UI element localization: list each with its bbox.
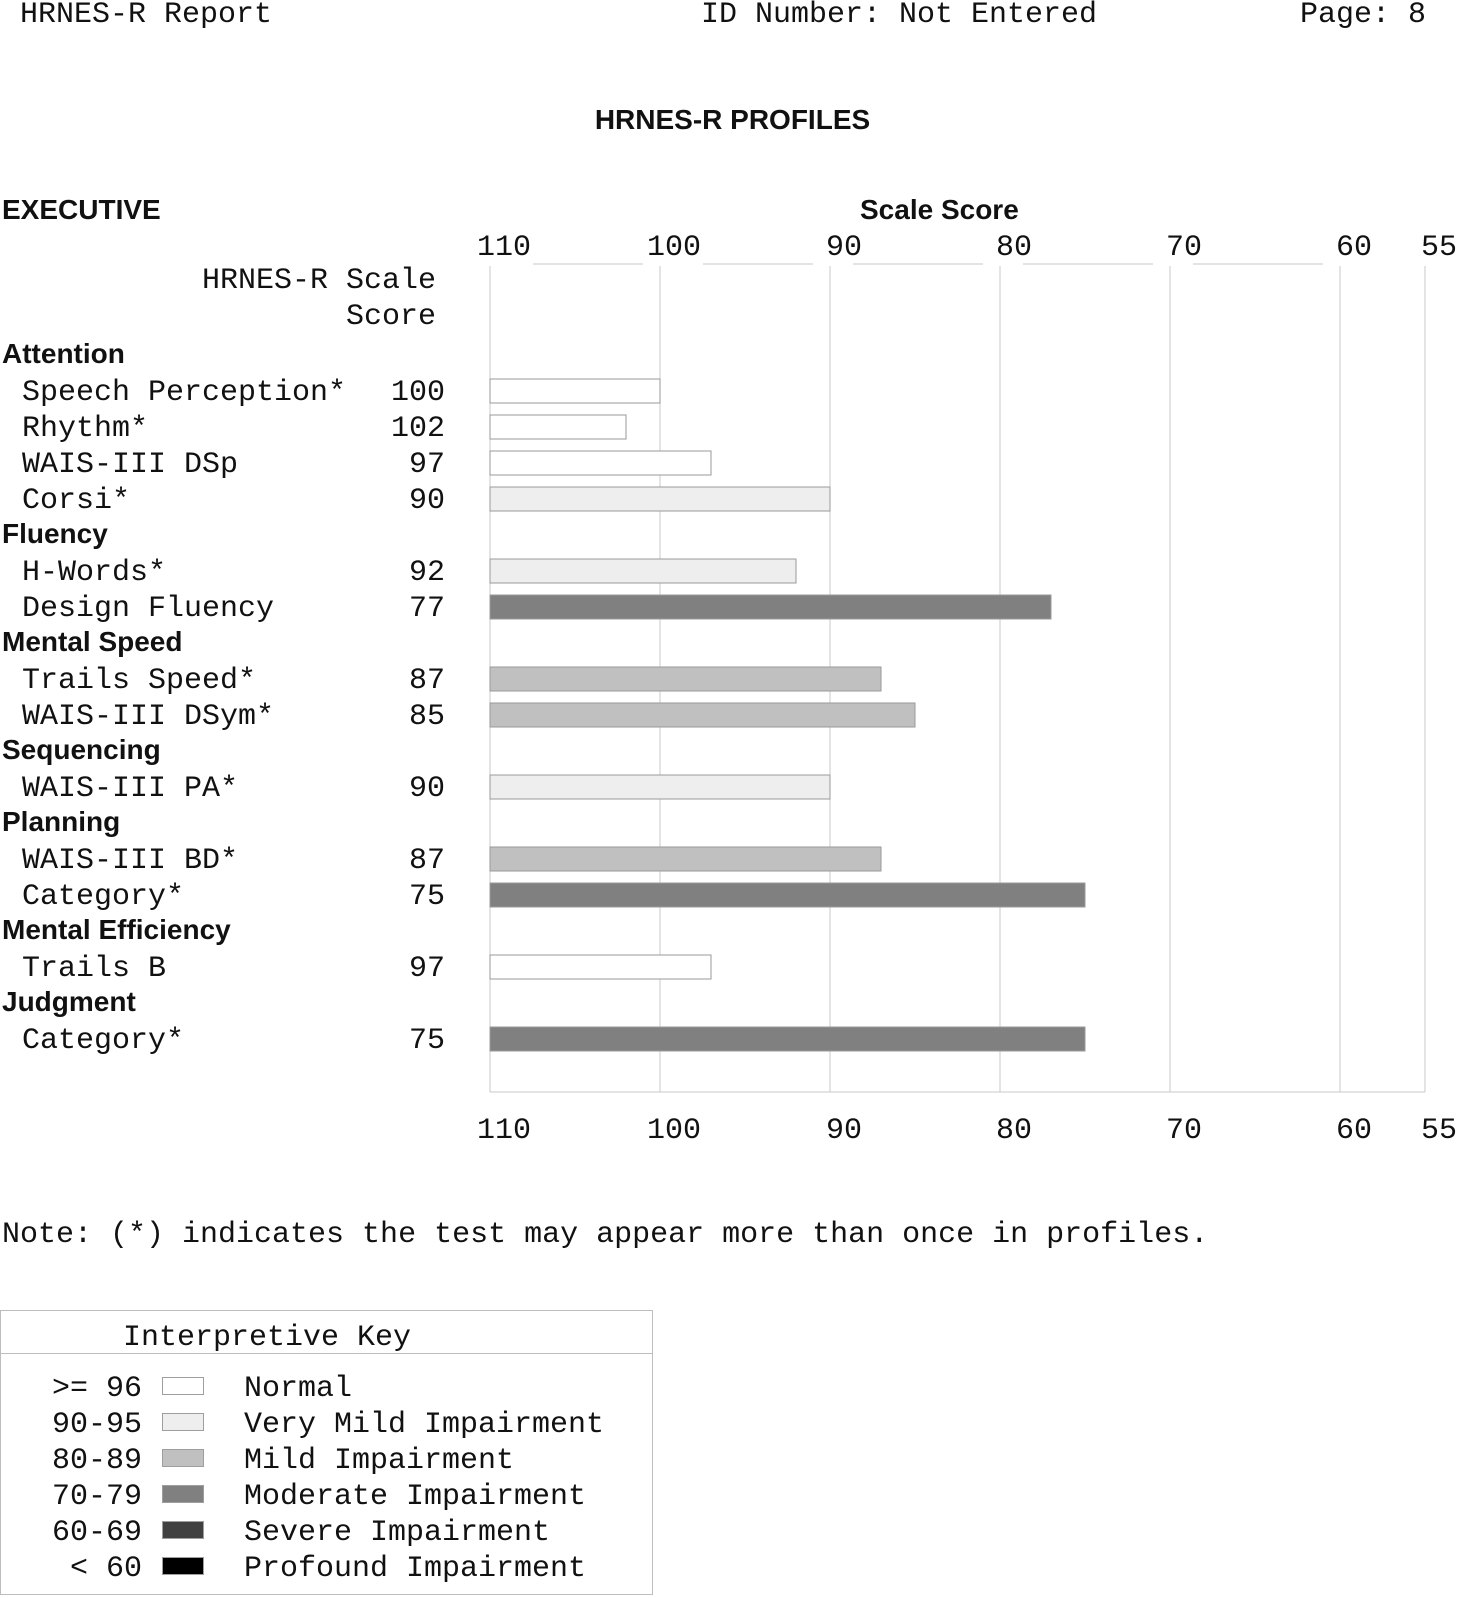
row-value: 77 xyxy=(408,592,445,626)
key-label: Very Mild Impairment xyxy=(244,1408,605,1442)
bar xyxy=(489,378,661,404)
row-label: H-Words* xyxy=(22,556,167,590)
page-title: HRNES-R PROFILES xyxy=(594,104,871,135)
key-range: 60-69 xyxy=(51,1516,142,1550)
row-label: Design Fluency xyxy=(22,592,275,626)
key-range: < 60 xyxy=(69,1552,142,1586)
bar xyxy=(489,558,797,584)
row-label: Rhythm* xyxy=(22,412,149,446)
key-label: Severe Impairment xyxy=(244,1516,551,1550)
tick-label-top-60: 60 xyxy=(1336,231,1372,265)
bars xyxy=(489,378,1086,1052)
key-swatch xyxy=(162,1521,204,1539)
bar xyxy=(489,954,712,980)
row-value: 102 xyxy=(390,412,445,446)
row-value: 87 xyxy=(408,664,445,698)
bar xyxy=(489,882,1086,908)
bar xyxy=(489,486,831,512)
row-value: 97 xyxy=(408,448,445,482)
key-range: 90-95 xyxy=(51,1408,142,1442)
tick-label-bottom-80: 80 xyxy=(996,1114,1032,1148)
group-label: Judgment xyxy=(2,986,136,1017)
key-label: Mild Impairment xyxy=(244,1444,515,1478)
key-swatch xyxy=(162,1377,204,1395)
row-label: WAIS-III BD* xyxy=(22,844,239,878)
row-value: 97 xyxy=(408,952,445,986)
tick-label-top-110: 110 xyxy=(477,231,531,265)
tick-label-bottom-100: 100 xyxy=(647,1114,701,1148)
bar xyxy=(489,1026,1086,1052)
tick-label-top-70: 70 xyxy=(1166,231,1202,265)
row-value: 87 xyxy=(408,844,445,878)
row-value: 90 xyxy=(408,772,445,806)
bar xyxy=(489,774,831,800)
row-label: Category* xyxy=(22,880,185,914)
key-swatch xyxy=(162,1485,204,1503)
footnote: Note: (*) indicates the test may appear … xyxy=(2,1218,1209,1252)
key-divider xyxy=(0,1353,653,1354)
bar xyxy=(489,450,712,476)
group-label: Mental Speed xyxy=(2,626,183,657)
row-value: 90 xyxy=(408,484,445,518)
row-label: WAIS-III DSym* xyxy=(22,700,275,734)
row-label: Corsi* xyxy=(22,484,131,518)
profile-chart: 110 110 100 100 90 90 80 80 70 70 60 60 55 55 xyxy=(477,231,1457,1148)
row-value: 92 xyxy=(408,556,445,590)
tick-label-bottom-70: 70 xyxy=(1166,1114,1202,1148)
tick-label-top-55: 55 xyxy=(1421,231,1457,265)
key-title: Interpretive Key xyxy=(123,1321,412,1355)
bar xyxy=(489,702,916,728)
group-label: Mental Efficiency xyxy=(2,914,231,945)
group-label: Planning xyxy=(2,806,121,837)
tick-label-top-80: 80 xyxy=(996,231,1032,265)
key-range: >= 96 xyxy=(51,1372,142,1406)
key-swatch xyxy=(162,1449,204,1467)
key-range: 80-89 xyxy=(51,1444,142,1478)
row-label: Speech Perception* xyxy=(22,376,347,410)
key-label: Moderate Impairment xyxy=(244,1480,587,1514)
key-swatch xyxy=(162,1413,204,1431)
tick-label-bottom-90: 90 xyxy=(826,1114,862,1148)
column-header-line-1: HRNES-R Scale xyxy=(202,264,437,298)
group-label: Sequencing xyxy=(2,734,161,765)
group-label: Attention xyxy=(2,338,125,369)
section-title: EXECUTIVE xyxy=(2,194,161,225)
row-label: WAIS-III PA* xyxy=(22,772,239,806)
key-label: Profound Impairment xyxy=(244,1552,587,1586)
row-value: 100 xyxy=(390,376,445,410)
key-swatch xyxy=(162,1557,204,1575)
row-label: Category* xyxy=(22,1024,185,1058)
axis-ticks: 110 110 100 100 90 90 80 80 70 70 60 60 55 55 xyxy=(477,231,1457,1148)
bar xyxy=(489,846,882,872)
tick-label-top-100: 100 xyxy=(647,231,701,265)
row-value: 85 xyxy=(408,700,445,734)
row-label: Trails Speed* xyxy=(22,664,257,698)
row-label: Trails B xyxy=(22,952,167,986)
tick-label-bottom-55: 55 xyxy=(1421,1114,1457,1148)
column-header-line-2: Score xyxy=(346,300,437,334)
tick-label-top-90: 90 xyxy=(826,231,862,265)
key-range: 70-79 xyxy=(51,1480,142,1514)
group-label: Fluency xyxy=(2,518,108,549)
page-number: Page: 8 xyxy=(1300,0,1427,32)
key-label: Normal xyxy=(244,1372,353,1406)
row-value: 75 xyxy=(408,1024,445,1058)
tick-label-bottom-60: 60 xyxy=(1336,1114,1372,1148)
report-name: HRNES-R Report xyxy=(20,0,273,32)
tick-label-bottom-110: 110 xyxy=(477,1114,531,1148)
row-label: WAIS-III DSp xyxy=(22,448,239,482)
axis-title: Scale Score xyxy=(860,194,1019,225)
bar xyxy=(489,666,882,692)
id-number: ID Number: Not Entered xyxy=(701,0,1098,32)
bar xyxy=(489,414,627,440)
bar xyxy=(489,594,1052,620)
interpretive-key xyxy=(0,1310,653,1595)
row-value: 75 xyxy=(408,880,445,914)
